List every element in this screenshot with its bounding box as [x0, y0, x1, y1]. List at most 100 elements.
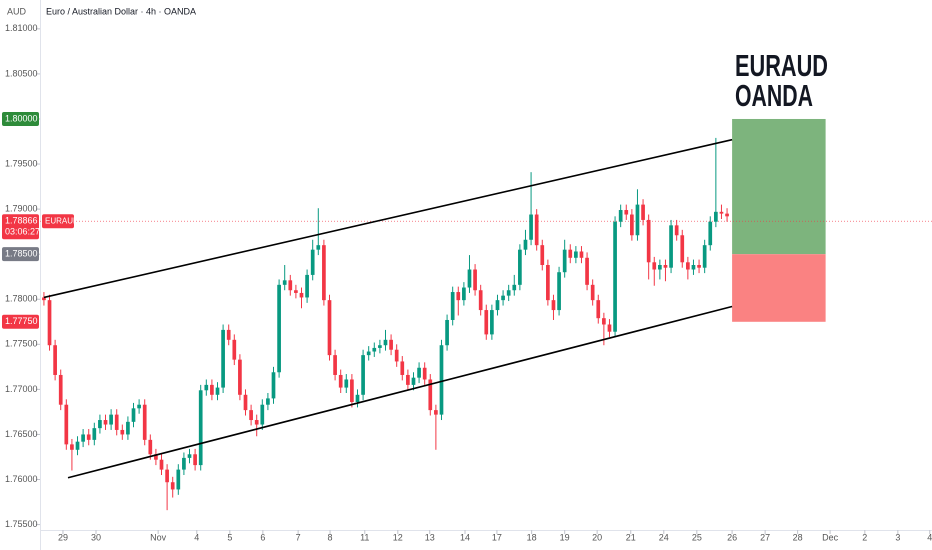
candle-body [120, 429, 125, 435]
x-tick-label: 20 [592, 532, 602, 542]
candle-body [193, 454, 197, 466]
candle-body [114, 414, 119, 430]
candle-body [204, 384, 209, 391]
x-tick-label: 5 [227, 532, 232, 542]
trend-line [43, 138, 733, 299]
stop-zone [732, 254, 826, 322]
price-label: 1.77750 [5, 316, 38, 326]
x-tick-label: 8 [328, 532, 333, 542]
candle-body [691, 265, 696, 270]
candle-body [400, 361, 405, 375]
y-tick-label: 1.80500 [5, 68, 38, 78]
candle-body [574, 251, 578, 258]
candle-body [506, 290, 511, 296]
candle-body [98, 420, 102, 429]
chart-title: Euro / Australian Dollar · 4h · OANDA [46, 6, 196, 16]
candle-body [254, 420, 259, 425]
symbol-label: EURAUD [45, 216, 79, 225]
candle-body [714, 211, 718, 222]
candle-body [137, 404, 141, 409]
candle-body [338, 374, 343, 388]
candle-body [501, 295, 505, 301]
candle-body [635, 204, 640, 236]
candle-body [686, 262, 690, 270]
candle-body [126, 421, 130, 435]
x-tick-label: 11 [360, 532, 369, 542]
candle-body [316, 245, 321, 250]
y-tick-label: 1.81000 [5, 23, 38, 33]
candle-body [165, 469, 169, 483]
candle-body [81, 434, 85, 442]
countdown-label: 03:06:27 [5, 227, 40, 237]
symbol-box [42, 214, 74, 229]
candle-body [590, 284, 595, 301]
candle-body [109, 414, 113, 425]
candle-body [322, 245, 326, 301]
candle-body [473, 269, 477, 291]
candle-body [663, 265, 668, 268]
candle-body [641, 204, 645, 220]
y-tick-label: 1.77500 [5, 339, 38, 349]
candle-body [652, 262, 657, 270]
candle-body [159, 459, 164, 470]
candle-body [92, 428, 97, 440]
x-tick-label: 14 [460, 532, 470, 542]
candle-body [658, 265, 662, 270]
candle-body [467, 269, 472, 288]
price-label: 1.80000 [5, 113, 38, 123]
last-price-label: 1.78866 [5, 216, 38, 226]
candle-body [462, 287, 466, 301]
x-tick-label: 13 [425, 532, 435, 542]
candle-body [557, 272, 561, 311]
candle-body [350, 379, 354, 403]
y-tick-label: 1.77000 [5, 384, 38, 394]
candle-body [630, 214, 634, 236]
price-label: 1.78500 [5, 249, 38, 259]
candle-body [646, 219, 651, 263]
candle-body [294, 290, 298, 293]
candle-body [142, 404, 147, 440]
x-tick-label: 4 [194, 532, 199, 542]
price-label-box [2, 247, 39, 262]
candle-body [562, 249, 567, 273]
x-tick-label: 21 [626, 532, 636, 542]
currency-label: AUD [7, 6, 27, 16]
y-tick-label: 1.76000 [5, 474, 38, 484]
candle-body [372, 347, 377, 352]
candle-body [64, 404, 69, 445]
candle-body [568, 249, 573, 258]
x-tick-label: 17 [492, 532, 502, 542]
candle-body [551, 300, 556, 311]
x-tick-label: 18 [527, 532, 537, 542]
candle-body [417, 367, 421, 378]
candle-body [529, 214, 533, 240]
y-tick-label: 1.76500 [5, 429, 38, 439]
candle-body [327, 300, 332, 356]
x-tick-label: Nov [150, 532, 167, 542]
candle-body [613, 221, 617, 332]
candle-body [596, 300, 601, 319]
candle-body [86, 434, 91, 440]
x-tick-label: 12 [393, 532, 403, 542]
candle-body [366, 351, 371, 356]
x-tick-label: 30 [91, 532, 101, 542]
candle-body [198, 390, 203, 466]
candle-body [394, 349, 399, 362]
candle-body [221, 329, 225, 388]
candle-body [411, 377, 416, 385]
candle-body [389, 339, 393, 350]
candle-body [602, 318, 606, 325]
y-tick-label: 1.79000 [5, 203, 38, 213]
overlay-label: OANDA [735, 78, 813, 113]
candle-body [484, 310, 489, 335]
target-zone [732, 118, 826, 255]
candle-body [271, 372, 276, 399]
candle-body [456, 292, 461, 301]
price-label-box [2, 314, 39, 329]
candle-body [75, 441, 80, 450]
candle-body [266, 398, 270, 405]
x-tick-label: 24 [659, 532, 669, 542]
x-tick-label: 26 [727, 532, 737, 542]
x-tick-label: 3 [895, 532, 900, 542]
candle-body [383, 339, 388, 346]
